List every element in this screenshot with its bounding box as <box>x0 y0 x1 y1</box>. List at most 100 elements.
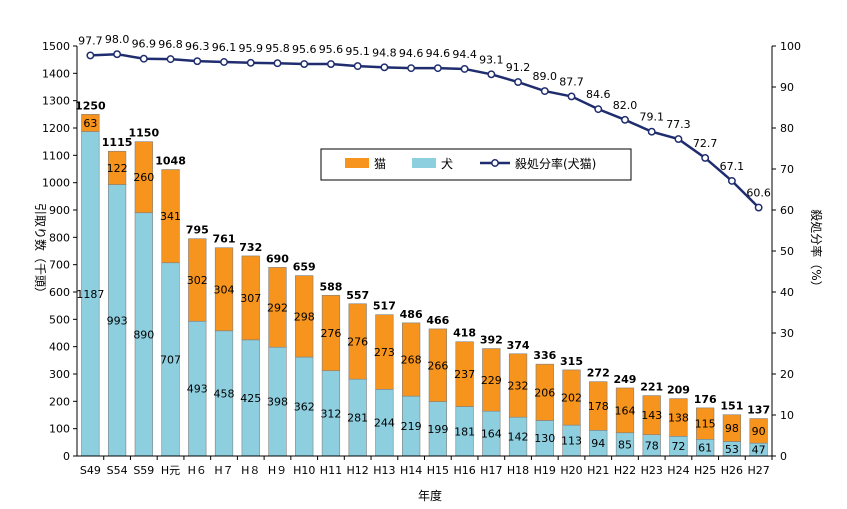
data-label-dog: 707 <box>160 353 181 366</box>
bar-cat <box>161 169 180 264</box>
left-y-tick-label: 1300 <box>42 95 70 108</box>
rate-point <box>86 51 95 60</box>
x-tick-label: H８ <box>241 464 260 477</box>
right-y-tick-label: 100 <box>780 40 801 53</box>
bar-cat <box>402 322 421 397</box>
rate-data-label: 72.7 <box>693 137 718 150</box>
left-y-tick-label: 900 <box>49 204 70 217</box>
bars-group: 1187 63 1250 993 122 1115 890 260 1150 707 341 1048… <box>75 99 770 456</box>
data-label-total: 690 <box>266 252 289 265</box>
x-tick-label: H12 <box>347 464 369 477</box>
right-y-axis: 0 10 20 30 40 50 60 70 80 90 100 <box>771 40 801 463</box>
data-label-dog: 47 <box>752 444 766 457</box>
right-y-tick-label: 70 <box>780 163 794 176</box>
data-label-cat: 298 <box>294 310 315 323</box>
data-label-total: 1250 <box>75 99 106 112</box>
legend-swatch-cat <box>345 158 369 168</box>
legend-label-rate: 殺処分率(犬猫) <box>515 156 596 171</box>
rate-data-label: 95.6 <box>319 43 344 56</box>
rate-point <box>380 63 389 72</box>
rate-data-label: 89.0 <box>533 70 558 83</box>
data-label-total: 137 <box>747 404 770 417</box>
data-label-dog: 72 <box>671 440 685 453</box>
rate-data-label: 96.8 <box>158 38 183 51</box>
rate-point <box>514 78 523 87</box>
data-label-cat: 276 <box>320 327 341 340</box>
data-label-dog: 425 <box>240 392 261 405</box>
rate-data-label: 77.3 <box>666 118 691 131</box>
bar-cat <box>642 395 661 435</box>
rate-point <box>193 57 202 66</box>
x-tick-label: H24 <box>667 464 689 477</box>
data-label-dog: 1187 <box>76 288 104 301</box>
x-tick-label: H27 <box>747 464 769 477</box>
left-y-tick-label: 300 <box>49 368 70 381</box>
data-label-dog: 113 <box>561 435 582 448</box>
data-label-dog: 219 <box>401 420 422 433</box>
x-tick-label: H16 <box>453 464 475 477</box>
bar-cat <box>455 341 474 407</box>
left-y-tick-label: 1100 <box>42 149 70 162</box>
data-label-cat: 292 <box>267 301 288 314</box>
data-label-total: 336 <box>533 349 556 362</box>
rate-point <box>246 58 255 67</box>
rate-data-label: 91.2 <box>506 61 531 74</box>
data-label-cat: 178 <box>588 400 609 413</box>
rate-point <box>433 64 442 73</box>
data-label-total: 176 <box>694 393 717 406</box>
right-y-tick-label: 90 <box>780 81 794 94</box>
rate-data-label: 94.8 <box>372 46 397 59</box>
rate-point <box>460 65 469 73</box>
data-label-cat: 143 <box>641 409 662 422</box>
x-tick-label: S54 <box>107 464 128 477</box>
bar-cat <box>722 414 742 442</box>
data-label-cat: 276 <box>347 335 368 348</box>
data-label-dog: 78 <box>645 439 659 452</box>
data-label-total: 392 <box>480 334 503 347</box>
data-label-cat: 302 <box>187 274 208 287</box>
right-y-tick-label: 30 <box>780 327 794 340</box>
rate-data-label: 84.6 <box>586 88 611 101</box>
bar-cat <box>535 363 554 421</box>
bar-cat <box>669 398 688 437</box>
data-label-cat: 115 <box>695 418 716 431</box>
rate-point <box>487 70 496 79</box>
x-tick-label: H13 <box>373 464 395 477</box>
bar-cat <box>214 247 234 332</box>
rate-data-label: 94.6 <box>399 47 424 60</box>
rate-data-label: 95.1 <box>345 45 370 58</box>
rate-point <box>727 176 736 185</box>
data-label-cat: 268 <box>401 354 422 367</box>
rate-data-label: 60.6 <box>746 187 771 200</box>
data-label-dog: 281 <box>347 412 368 425</box>
data-label-dog: 199 <box>427 423 448 436</box>
x-tick-label: H９ <box>268 464 287 477</box>
legend: 猫 犬 殺処分率(犬猫) <box>320 148 632 181</box>
data-label-total: 374 <box>507 339 530 352</box>
rate-point <box>220 58 228 66</box>
rate-data-label: 87.7 <box>559 75 584 88</box>
data-label-dog: 53 <box>725 443 739 456</box>
data-label-dog: 458 <box>214 387 235 400</box>
data-label-total: 418 <box>453 327 476 340</box>
data-label-cat: 273 <box>374 346 395 359</box>
rate-line <box>90 52 760 209</box>
data-label-total: 588 <box>319 280 342 293</box>
x-tick-label: H26 <box>721 464 743 477</box>
rate-data-label: 95.8 <box>265 42 290 55</box>
bar-cat <box>508 353 528 418</box>
bar-cat <box>562 369 581 426</box>
bar-cat <box>321 294 341 372</box>
rate-data-label: 96.9 <box>132 38 157 51</box>
x-tick-label: H20 <box>560 464 582 477</box>
x-tick-label: H23 <box>641 464 663 477</box>
data-label-dog: 312 <box>320 407 341 420</box>
bar-cat <box>134 141 153 214</box>
data-label-dog: 61 <box>698 442 712 455</box>
data-label-dog: 493 <box>187 383 208 396</box>
data-label-dog: 398 <box>267 396 288 409</box>
x-tick-label: S49 <box>80 464 101 477</box>
data-label-cat: 232 <box>508 379 529 392</box>
rate-point <box>674 135 683 144</box>
